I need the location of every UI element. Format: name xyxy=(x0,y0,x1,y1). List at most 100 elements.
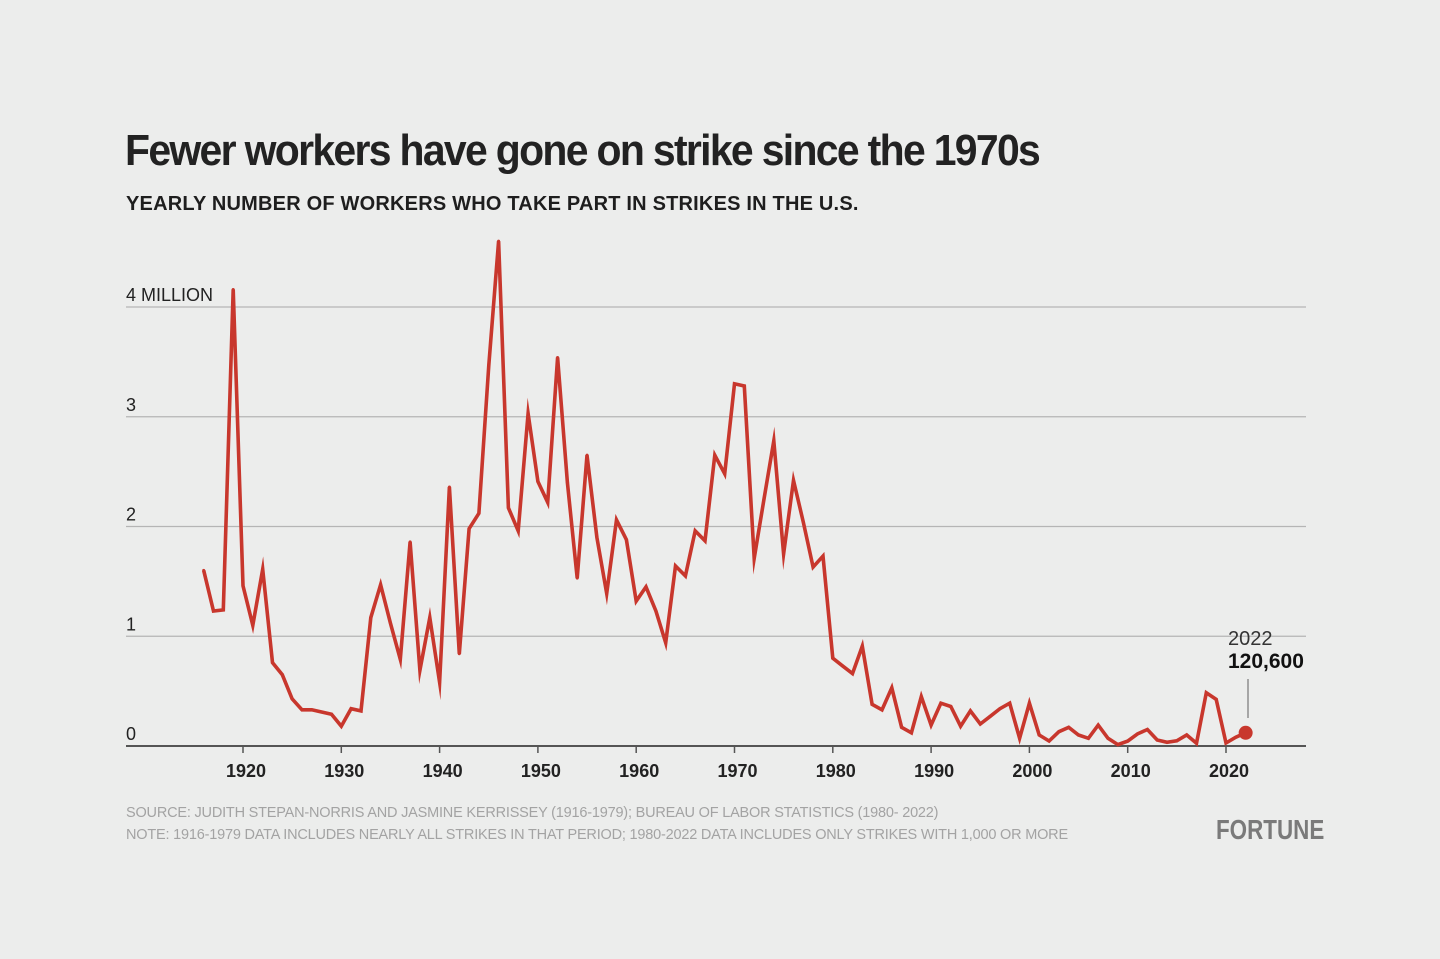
data-point xyxy=(261,567,265,571)
data-point xyxy=(398,657,402,661)
x-tick-label: 1990 xyxy=(914,761,954,781)
data-point xyxy=(428,616,432,620)
data-point xyxy=(1126,739,1130,743)
chart-subtitle: YEARLY NUMBER OF WORKERS WHO TAKE PART I… xyxy=(126,193,859,215)
data-point xyxy=(733,382,736,386)
data-point xyxy=(575,576,579,580)
data-point xyxy=(998,707,1002,711)
data-point xyxy=(654,609,658,613)
data-point xyxy=(506,506,510,510)
data-point xyxy=(241,584,245,588)
data-point xyxy=(212,609,216,613)
data-point xyxy=(988,714,992,718)
data-point xyxy=(674,564,678,568)
x-tick-label: 1980 xyxy=(816,761,856,781)
x-tick-label: 1970 xyxy=(717,761,757,781)
data-point xyxy=(939,701,943,705)
data-point xyxy=(1175,739,1179,743)
data-point xyxy=(408,540,412,544)
data-point xyxy=(919,695,923,699)
data-point xyxy=(634,599,638,603)
data-point xyxy=(762,497,766,501)
x-tick-label: 2000 xyxy=(1012,761,1052,781)
data-point xyxy=(379,583,383,587)
data-point xyxy=(418,668,422,672)
data-point xyxy=(693,529,697,533)
data-point xyxy=(752,556,756,560)
data-point xyxy=(791,478,795,482)
data-point xyxy=(300,708,304,712)
x-tick-label: 2020 xyxy=(1209,761,1249,781)
data-point xyxy=(713,453,717,457)
data-point xyxy=(556,355,560,359)
data-point xyxy=(811,565,815,569)
data-point xyxy=(1027,701,1031,705)
data-point xyxy=(890,686,894,690)
data-point xyxy=(477,511,481,515)
data-point xyxy=(949,704,953,708)
data-point xyxy=(831,656,835,660)
data-note: NOTE: 1916-1979 DATA INCLUDES NEARLY ALL… xyxy=(126,827,1068,843)
x-tick-label: 2010 xyxy=(1111,761,1151,781)
data-point xyxy=(850,672,854,676)
data-point xyxy=(909,731,913,735)
data-point xyxy=(929,723,933,727)
annotation-value: 120,600 xyxy=(1228,650,1304,673)
data-point xyxy=(320,710,324,714)
data-point xyxy=(290,697,294,701)
y-tick-label: 2 xyxy=(126,505,136,525)
data-point xyxy=(1018,736,1022,740)
data-point xyxy=(546,500,550,504)
data-point xyxy=(221,608,225,612)
data-point xyxy=(251,623,255,627)
data-point xyxy=(968,709,972,713)
x-tick-label: 1960 xyxy=(619,761,659,781)
data-point xyxy=(615,518,619,522)
data-point xyxy=(605,591,609,595)
data-point xyxy=(1214,697,1218,701)
data-point xyxy=(585,453,589,457)
annotation-year: 2022 xyxy=(1228,628,1273,650)
data-point xyxy=(565,481,569,485)
data-point xyxy=(880,708,884,712)
data-point xyxy=(782,552,786,556)
data-point xyxy=(1077,733,1081,737)
data-point xyxy=(270,661,274,665)
data-point xyxy=(1047,739,1051,743)
data-point xyxy=(497,239,501,243)
fortune-logo: FORTUNE xyxy=(1216,814,1325,845)
data-point xyxy=(202,568,206,572)
data-point xyxy=(1136,732,1140,736)
data-point xyxy=(683,574,687,578)
data-point xyxy=(978,722,982,726)
y-tick-label: 4 MILLION xyxy=(126,285,213,305)
data-point xyxy=(900,725,904,729)
data-point xyxy=(1067,725,1071,729)
data-point xyxy=(1165,740,1169,744)
data-point xyxy=(723,472,727,476)
data-point xyxy=(280,673,284,677)
data-point xyxy=(1008,701,1012,705)
data-point xyxy=(1145,728,1149,732)
data-point xyxy=(1086,736,1090,740)
data-point xyxy=(821,554,825,558)
data-point xyxy=(329,712,333,716)
y-tick-label: 1 xyxy=(126,614,136,634)
data-point xyxy=(1057,730,1061,734)
data-point xyxy=(1155,738,1159,742)
data-point xyxy=(1116,743,1120,747)
data-point xyxy=(526,411,530,415)
data-point xyxy=(231,287,235,291)
data-point xyxy=(703,539,707,543)
data-point xyxy=(1037,733,1041,737)
source-note: SOURCE: JUDITH STEPAN-NORRIS AND JASMINE… xyxy=(126,805,939,821)
data-point xyxy=(447,485,451,489)
x-tick-label: 1950 xyxy=(521,761,561,781)
data-point xyxy=(1204,691,1208,695)
data-point xyxy=(359,709,363,713)
data-point xyxy=(536,480,540,484)
data-point xyxy=(438,680,442,684)
data-point xyxy=(1224,741,1228,745)
data-point xyxy=(369,616,373,620)
